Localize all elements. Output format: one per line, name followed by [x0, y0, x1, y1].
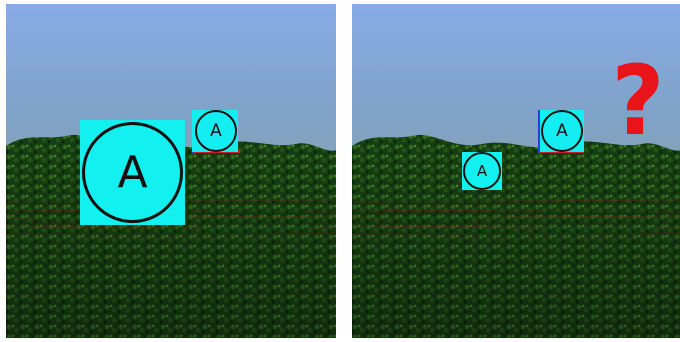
- marker-badge-small: A: [540, 110, 584, 152]
- badge-letter: A: [117, 146, 148, 198]
- marker-badge-large: A: [80, 120, 185, 225]
- letter-circle-icon: A: [541, 110, 583, 152]
- marker-badge-small: A: [192, 110, 238, 152]
- badge-letter: A: [476, 161, 488, 180]
- marker-badge-small: A: [462, 152, 502, 190]
- badge-edge-shadow: [538, 110, 541, 154]
- right-scene-panel: A A ?: [352, 4, 680, 338]
- badge-letter: A: [556, 120, 568, 141]
- left-scene-panel: A A: [6, 4, 336, 338]
- letter-circle-icon: A: [195, 110, 237, 152]
- forest-terrain: [352, 4, 680, 338]
- letter-circle-icon: A: [82, 122, 183, 223]
- question-mark-symbol: ?: [611, 45, 665, 157]
- letter-circle-icon: A: [463, 152, 501, 190]
- badge-letter: A: [210, 120, 222, 141]
